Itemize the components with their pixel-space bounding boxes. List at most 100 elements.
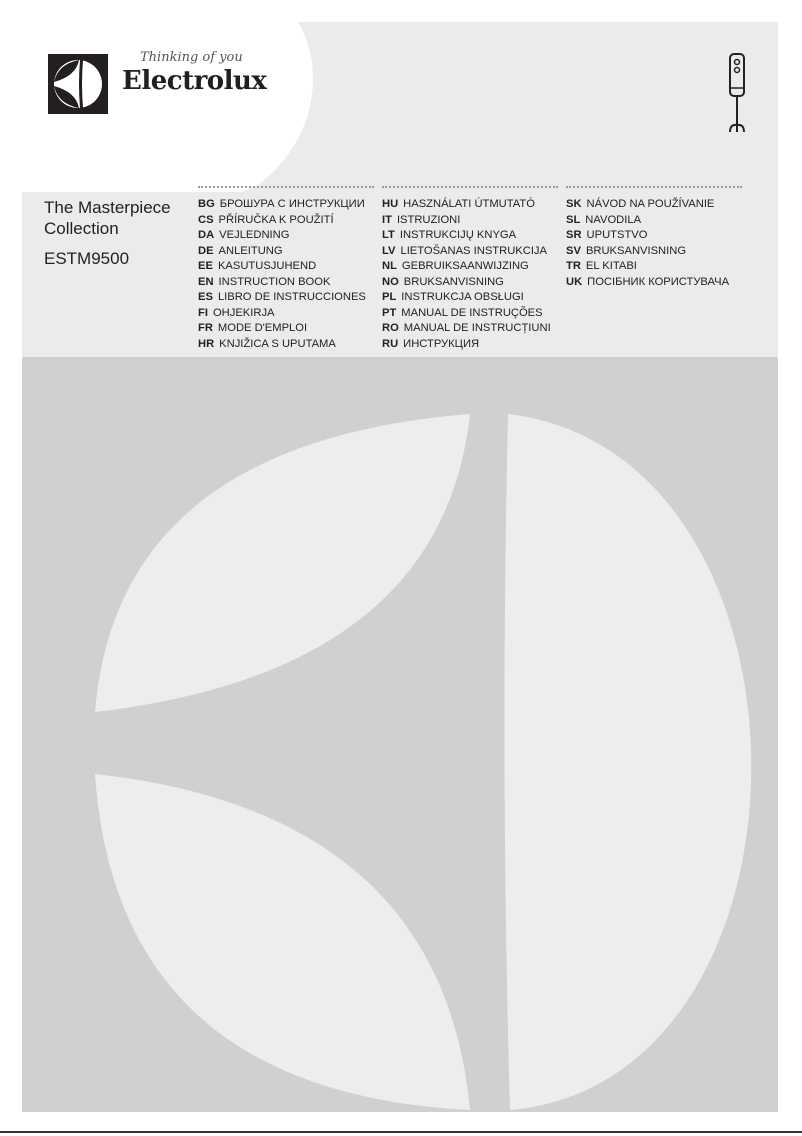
language-code: PT: [382, 306, 397, 319]
language-title: PŘÍRUČKA K POUŽITÍ: [218, 213, 334, 226]
language-entry-hu: HU HASZNÁLATI ÚTMUTATÓ: [382, 197, 562, 213]
language-code: PL: [382, 291, 397, 303]
language-code: SV: [566, 244, 581, 257]
language-title: ISTRUZIONI: [396, 213, 461, 226]
dotted-divider: [382, 186, 558, 188]
language-title: MANUAL DE INSTRUCȚIUNI: [403, 322, 551, 334]
logo-right-half: [504, 414, 752, 1110]
language-title: UPUTSTVO: [586, 229, 648, 241]
language-code: TR: [566, 260, 581, 272]
language-code: HU: [382, 198, 399, 210]
language-title: INSTRUKCIJŲ KNYGA: [399, 229, 517, 241]
language-title: VEJLEDNING: [219, 229, 290, 241]
language-column: BG БРОШУРА С ИНСТРУКЦИИ CS PŘÍRUČKA K POUŽI…: [198, 186, 378, 352]
language-title: KNJIŽICA S UPUTAMA: [219, 337, 336, 350]
language-title: ПОСІБНИК КОРИСТУВАЧА: [587, 275, 730, 288]
language-entry-lv: LV LIETOŠANAS INSTRUKCIJA: [382, 244, 562, 260]
logo-lower-leaf: [95, 774, 470, 1110]
document-title: The Masterpiece Collection: [44, 197, 171, 239]
language-title: BRUKSANVISNING: [403, 275, 504, 288]
language-entry-pl: PL INSTRUKCJA OBSŁUGI: [382, 290, 562, 306]
language-title: INSTRUKCJA OBSŁUGI: [401, 291, 524, 303]
language-code: HR: [198, 337, 215, 350]
brand-tagline: Thinking of you: [140, 50, 243, 65]
language-title: БРОШУРА С ИНСТРУКЦИИ: [219, 198, 365, 210]
language-entry-da: DA VEJLEDNING: [198, 228, 378, 244]
language-column: SK NÁVOD NA POUŽÍVANIE SL NAVODILA SR UPUTSTV…: [566, 186, 746, 290]
language-entry-tr: TR EL KITABI: [566, 259, 746, 275]
language-entry-hr: HR KNJIŽICA S UPUTAMA: [198, 337, 378, 353]
language-code: SL: [566, 213, 581, 226]
electrolux-large-logo-icon: [95, 414, 752, 1110]
language-code: CS: [198, 213, 214, 226]
language-entry-it: IT ISTRUZIONI: [382, 213, 562, 229]
language-entry-sk: SK NÁVOD NA POUŽÍVANIE: [566, 197, 746, 213]
logo-panel: [22, 357, 778, 1112]
language-title: LIETOŠANAS INSTRUKCIJA: [400, 244, 547, 257]
logo-upper-leaf: [95, 414, 470, 712]
language-entry-fi: FI OHJEKIRJA: [198, 306, 378, 322]
language-title: BRUKSANVISNING: [585, 244, 687, 257]
language-title: ANLEITUNG: [218, 244, 283, 257]
language-title: MANUAL DE INSTRUÇÕES: [401, 306, 543, 319]
electrolux-logo-icon: [48, 54, 108, 114]
language-title: OHJEKIRJA: [212, 306, 275, 319]
language-code: EE: [198, 260, 213, 272]
language-title: INSTRUCTION BOOK: [218, 275, 331, 288]
language-code: RO: [382, 322, 399, 334]
language-code: FR: [198, 322, 213, 334]
language-code: NO: [382, 275, 399, 288]
brand-name: Electrolux: [122, 66, 267, 96]
language-code: UK: [566, 275, 583, 288]
language-title: KASUTUSJUHEND: [217, 260, 317, 272]
language-code: LT: [382, 229, 395, 241]
hand-blender-icon: [729, 53, 745, 133]
language-code: SK: [566, 198, 582, 210]
cover-page: Thinking of you Electrolux The Masterpie…: [22, 22, 778, 1112]
language-code: DE: [198, 244, 214, 257]
language-entry-pt: PT MANUAL DE INSTRUÇÕES: [382, 306, 562, 322]
language-code: BG: [198, 198, 215, 210]
language-title: GEBRUIKSAANWIJZING: [401, 260, 529, 272]
language-entry-sl: SL NAVODILA: [566, 213, 746, 229]
language-title: EL KITABI: [585, 260, 637, 272]
language-title: MODE D'EMPLOI: [217, 322, 308, 334]
language-entry-lt: LT INSTRUKCIJŲ KNYGA: [382, 228, 562, 244]
language-code: ES: [198, 291, 213, 303]
language-title: HASZNÁLATI ÚTMUTATÓ: [403, 198, 535, 210]
language-column: HU HASZNÁLATI ÚTMUTATÓ IT ISTRUZIONI LT INSTR…: [382, 186, 562, 352]
title-line: Collection: [44, 219, 119, 238]
language-entry-no: NO BRUKSANVISNING: [382, 275, 562, 291]
dotted-divider: [566, 186, 742, 188]
language-entry-nl: NL GEBRUIKSAANWIJZING: [382, 259, 562, 275]
language-code: FI: [198, 306, 208, 319]
language-code: LV: [382, 244, 396, 257]
white-curve-shape: [22, 22, 313, 192]
language-entry-bg: BG БРОШУРА С ИНСТРУКЦИИ: [198, 197, 378, 213]
language-entry-cs: CS PŘÍRUČKA K POUŽITÍ: [198, 213, 378, 229]
language-entry-ee: EE KASUTUSJUHEND: [198, 259, 378, 275]
language-entry-es: ES LIBRO DE INSTRUCCIONES: [198, 290, 378, 306]
language-code: EN: [198, 275, 214, 288]
language-code: DA: [198, 229, 215, 241]
language-entry-uk: UK ПОСІБНИК КОРИСТУВАЧА: [566, 275, 746, 291]
language-title: NAVODILA: [585, 213, 642, 226]
language-code: NL: [382, 260, 397, 272]
language-code: IT: [382, 213, 392, 226]
language-entry-ru: RU ИНСТРУКЦИЯ: [382, 337, 562, 353]
language-title: LIBRO DE INSTRUCCIONES: [217, 291, 366, 303]
dotted-divider: [198, 186, 374, 188]
language-entry-de: DE ANLEITUNG: [198, 244, 378, 260]
language-title: NÁVOD NA POUŽÍVANIE: [586, 198, 715, 210]
language-entry-sv: SV BRUKSANVISNING: [566, 244, 746, 260]
language-code: SR: [566, 229, 582, 241]
language-entry-fr: FR MODE D'EMPLOI: [198, 321, 378, 337]
model-number: ESTM9500: [44, 249, 130, 268]
language-entry-en: EN INSTRUCTION BOOK: [198, 275, 378, 291]
title-line: The Masterpiece: [44, 198, 171, 217]
language-entry-sr: SR UPUTSTVO: [566, 228, 746, 244]
bottom-rule: [0, 1131, 802, 1133]
language-title: ИНСТРУКЦИЯ: [403, 337, 480, 350]
language-entry-ro: RO MANUAL DE INSTRUCȚIUNI: [382, 321, 562, 337]
language-code: RU: [382, 337, 399, 350]
